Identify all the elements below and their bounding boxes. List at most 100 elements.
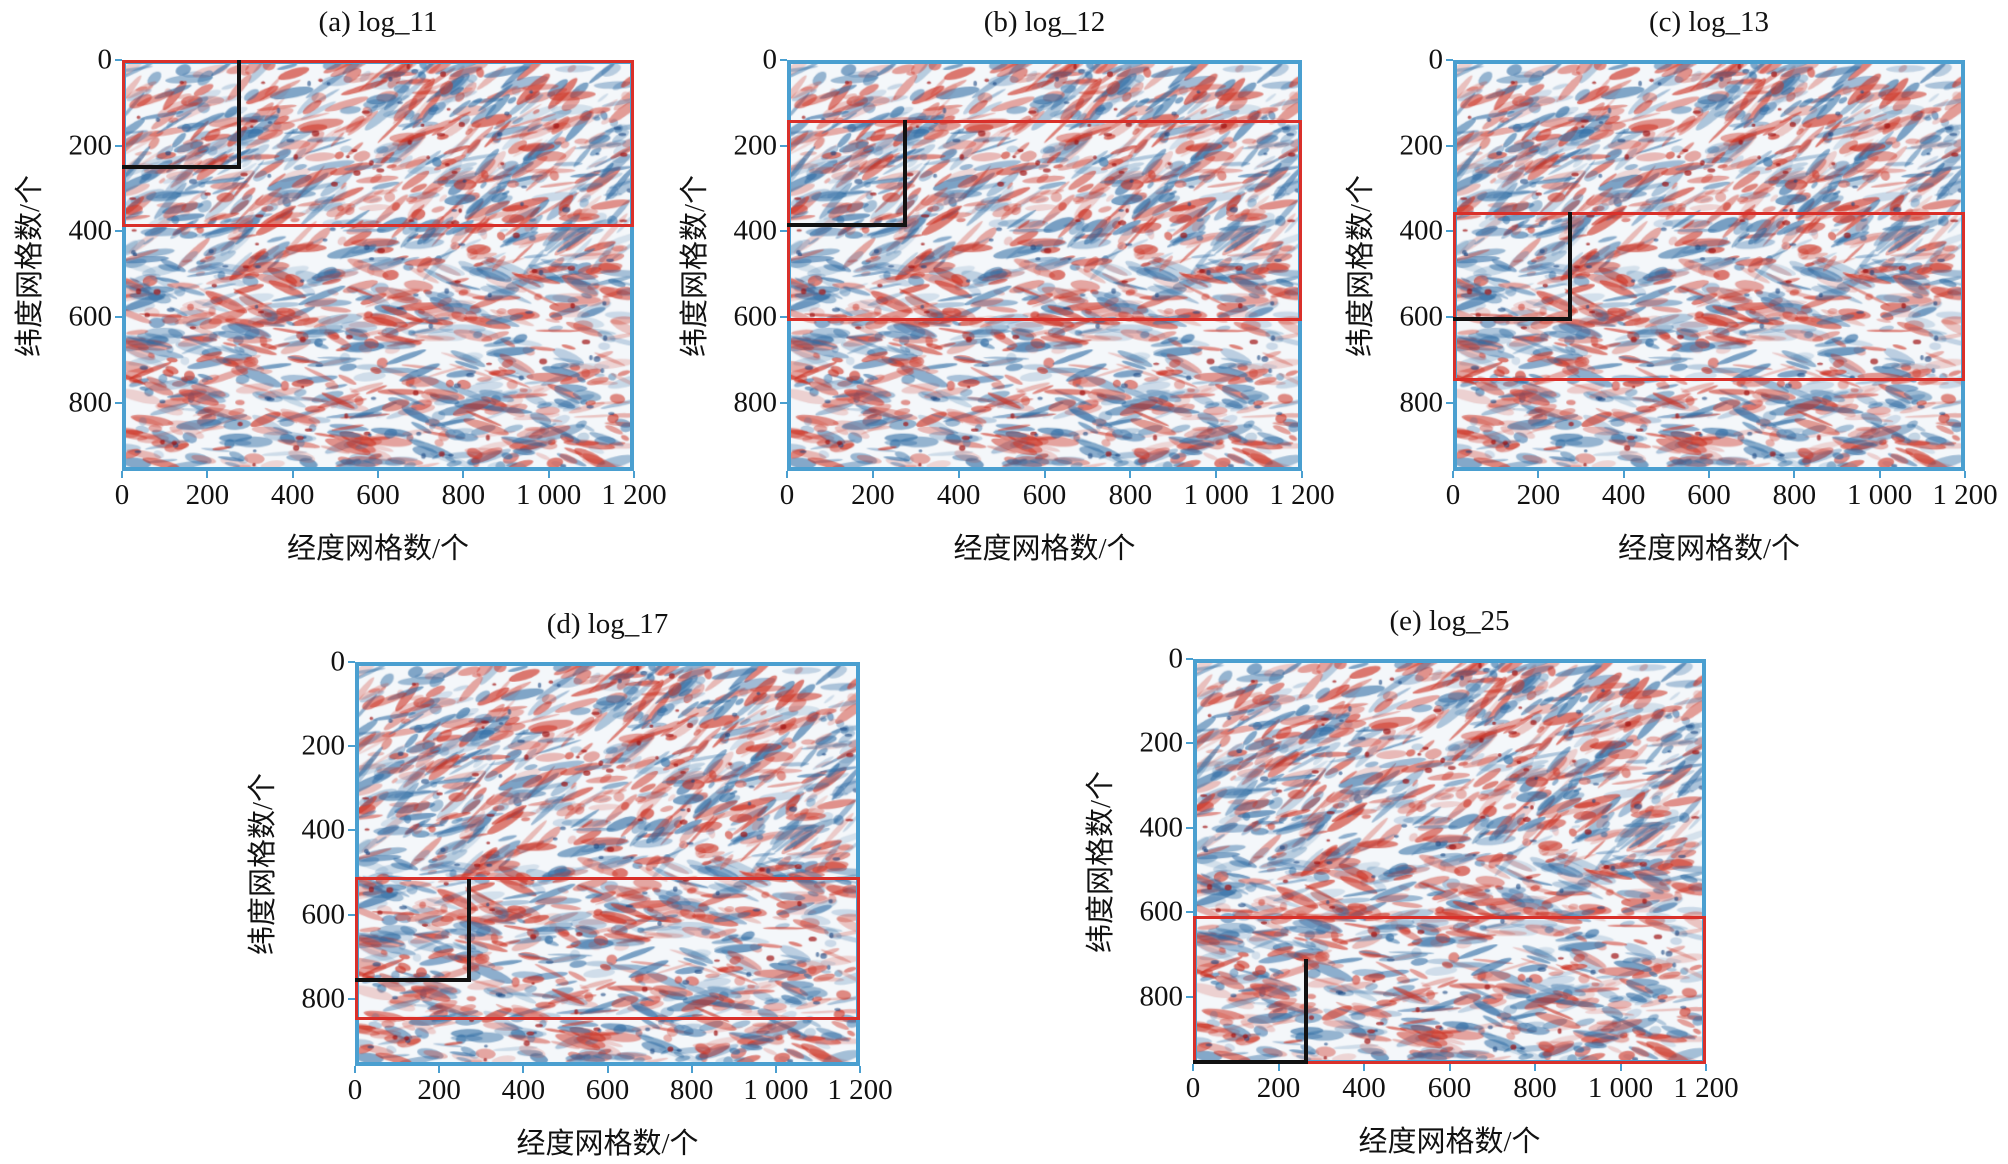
- y-tick-label: 400: [301, 813, 346, 846]
- x-tick-mark: [1215, 471, 1218, 478]
- x-tick-label: 0: [1185, 1072, 1201, 1104]
- x-tick-label: 1 200: [1932, 479, 1998, 511]
- x-tick-mark: [1363, 1064, 1365, 1071]
- x-tick-mark: [1793, 471, 1796, 478]
- y-axis-label: 纬度网格数/个: [14, 174, 46, 357]
- y-tick-mark: [1446, 401, 1453, 404]
- heatmap-image: [1197, 663, 1702, 1060]
- x-tick-label: 1 000: [743, 1074, 809, 1106]
- x-tick-label: 1 000: [516, 479, 582, 511]
- x-axis-label: 经度网格数/个: [1358, 1126, 1541, 1158]
- y-tick-label: 0: [330, 645, 346, 678]
- y-tick-label: 200: [1139, 726, 1184, 759]
- x-tick-label: 1 000: [1587, 1072, 1654, 1104]
- x-tick-label: 1 000: [1183, 479, 1249, 511]
- x-axis-label: 经度网格数/个: [1617, 533, 1801, 565]
- x-tick-label: 200: [417, 1074, 461, 1106]
- x-tick-mark: [774, 1066, 777, 1073]
- red-region-box: [122, 60, 634, 227]
- heatmap-image: [791, 64, 1298, 467]
- x-tick-mark: [547, 471, 550, 478]
- x-tick-label: 200: [851, 479, 895, 511]
- y-tick-mark: [348, 997, 355, 1000]
- x-tick-label: 800: [669, 1074, 714, 1106]
- x-tick-label: 800: [1513, 1072, 1557, 1104]
- y-tick-label: 0: [97, 43, 113, 76]
- x-tick-mark: [871, 471, 874, 478]
- x-tick-label: 600: [585, 1074, 630, 1106]
- panel-title: (e) log_25: [1389, 605, 1510, 637]
- y-tick-label: 600: [1139, 895, 1184, 928]
- y-tick-label: 200: [733, 129, 778, 162]
- y-tick-mark: [780, 59, 787, 61]
- heatmap-image: [1457, 64, 1961, 467]
- x-tick-label: 200: [1516, 479, 1561, 511]
- x-axis-label: 经度网格数/个: [516, 1128, 699, 1160]
- heatmap-image: [359, 666, 856, 1062]
- heatmap-plot: [1453, 60, 1965, 471]
- y-tick-label: 200: [1399, 129, 1444, 162]
- heatmap-image: [126, 64, 630, 467]
- x-tick-label: 1 200: [1673, 1072, 1739, 1104]
- x-tick-mark: [354, 1066, 356, 1073]
- y-tick-mark: [1186, 658, 1193, 660]
- y-tick-mark: [115, 315, 122, 318]
- y-tick-mark: [780, 230, 787, 233]
- y-axis-label: 纬度网格数/个: [1085, 770, 1117, 953]
- x-tick-label: 0: [1445, 479, 1461, 511]
- x-tick-label: 600: [1687, 479, 1731, 511]
- red-region-box: [1453, 211, 1965, 382]
- y-tick-label: 400: [1139, 811, 1184, 844]
- x-tick-mark: [291, 471, 294, 478]
- y-tick-mark: [1446, 59, 1453, 61]
- heatmap-plot: [1193, 659, 1706, 1064]
- x-tick-label: 200: [1256, 1072, 1301, 1104]
- y-tick-mark: [115, 401, 122, 404]
- x-tick-mark: [690, 1066, 693, 1073]
- black-region-box: [787, 119, 908, 227]
- y-tick-mark: [1446, 230, 1453, 233]
- y-tick-label: 800: [68, 386, 113, 418]
- x-tick-mark: [1537, 471, 1540, 478]
- x-tick-mark: [1705, 1064, 1707, 1071]
- panel-title: (b) log_12: [983, 6, 1106, 38]
- x-tick-mark: [786, 471, 788, 478]
- x-tick-label: 800: [441, 479, 486, 511]
- x-tick-label: 1 200: [601, 479, 667, 511]
- x-tick-label: 0: [114, 479, 130, 511]
- panel-title: (a) log_11: [318, 6, 438, 38]
- black-region-box: [355, 878, 471, 982]
- y-tick-mark: [1186, 911, 1193, 914]
- x-tick-mark: [522, 1066, 525, 1073]
- x-tick-mark: [1622, 471, 1625, 478]
- black-region-box: [1193, 958, 1309, 1064]
- x-tick-mark: [1964, 471, 1966, 478]
- x-tick-label: 1 200: [1269, 479, 1335, 511]
- y-tick-mark: [1186, 826, 1193, 829]
- heatmap-plot: [355, 662, 860, 1066]
- x-tick-mark: [859, 1066, 861, 1073]
- y-tick-mark: [1186, 742, 1193, 745]
- x-tick-label: 400: [936, 479, 981, 511]
- x-tick-label: 400: [270, 479, 315, 511]
- y-tick-mark: [1446, 144, 1453, 147]
- y-tick-mark: [348, 745, 355, 748]
- x-tick-mark: [1448, 1064, 1451, 1071]
- y-tick-mark: [348, 829, 355, 832]
- x-axis-label: 经度网格数/个: [953, 533, 1136, 565]
- x-tick-label: 600: [1022, 479, 1067, 511]
- y-tick-label: 800: [1399, 386, 1444, 418]
- y-tick-mark: [780, 315, 787, 318]
- x-tick-mark: [1043, 471, 1046, 478]
- y-tick-label: 0: [762, 43, 778, 76]
- x-tick-label: 1 200: [827, 1074, 893, 1106]
- x-tick-mark: [1301, 471, 1303, 478]
- x-tick-label: 0: [347, 1074, 363, 1106]
- red-region-box: [355, 876, 860, 1020]
- y-axis-label: 纬度网格数/个: [247, 772, 279, 956]
- y-tick-label: 400: [733, 214, 778, 247]
- heatmap-plot: [122, 60, 634, 471]
- x-tick-mark: [462, 471, 465, 478]
- x-tick-label: 1 000: [1847, 479, 1913, 511]
- x-tick-mark: [1878, 471, 1881, 478]
